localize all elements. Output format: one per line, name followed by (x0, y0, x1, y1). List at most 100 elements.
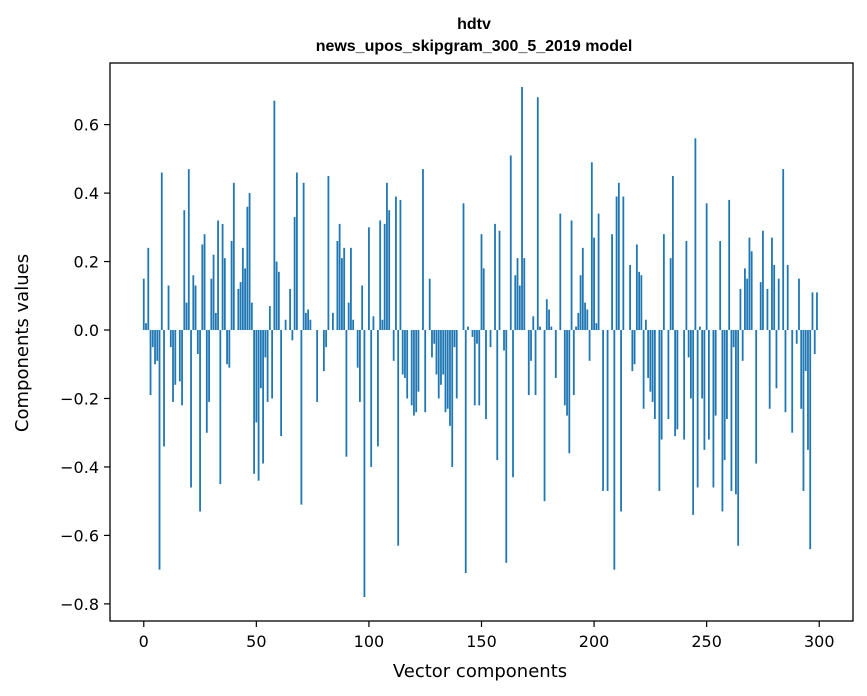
bar-176 (539, 326, 541, 331)
bar-204 (602, 330, 604, 491)
bar-137 (451, 330, 454, 467)
bar-261 (730, 330, 733, 491)
bar-33 (217, 220, 219, 331)
bar-241 (685, 241, 688, 331)
bar-39 (230, 241, 233, 331)
bar-104 (377, 330, 379, 447)
bar-42 (237, 288, 240, 331)
bar-27 (203, 234, 206, 331)
bar-89 (343, 247, 346, 331)
bar-117 (406, 330, 409, 399)
bar-132 (440, 330, 442, 385)
bar-221 (640, 275, 643, 331)
bar-8 (160, 172, 163, 331)
bar-202 (597, 213, 600, 331)
bar-108 (386, 182, 388, 331)
bar-44 (241, 247, 244, 331)
bar-292 (800, 330, 803, 409)
bar-181 (550, 326, 553, 331)
bar-175 (536, 97, 539, 331)
bar-111 (392, 330, 395, 361)
bar-43 (239, 282, 242, 331)
bar-114 (399, 199, 402, 331)
bar-14 (174, 330, 177, 385)
y-tick-label: −0.6 (60, 526, 99, 545)
bar-222 (642, 330, 645, 409)
bar-198 (588, 330, 591, 361)
bar-53 (262, 330, 264, 464)
bar-35 (221, 223, 224, 331)
bar-154 (489, 330, 492, 348)
bar-167 (518, 285, 521, 331)
bar-133 (442, 330, 445, 375)
bar-234 (669, 258, 672, 331)
bar-97 (361, 285, 364, 331)
x-tick-label: 150 (466, 632, 497, 651)
bar-248 (701, 330, 704, 399)
bar-226 (651, 330, 654, 402)
bar-13 (172, 330, 174, 402)
plot-frame (109, 62, 854, 622)
bar-50 (255, 330, 258, 423)
bar-98 (363, 330, 366, 598)
bar-45 (244, 268, 246, 331)
bar-208 (611, 234, 613, 331)
bar-275 (762, 230, 764, 331)
bar-5 (154, 330, 156, 365)
x-tick-label: 0 (139, 632, 149, 651)
bar-210 (615, 196, 618, 331)
bar-32 (214, 312, 217, 331)
bar-2 (147, 247, 150, 331)
y-tick-label: 0.4 (74, 184, 99, 203)
bar-282 (777, 278, 780, 331)
bar-268 (746, 278, 749, 331)
bar-40 (232, 182, 235, 331)
bar-23 (194, 285, 197, 331)
bar-171 (527, 330, 530, 396)
bar-9 (163, 330, 165, 447)
bar-259 (726, 330, 728, 420)
x-tick-label: 50 (246, 632, 266, 651)
x-tick-label: 100 (354, 632, 385, 651)
bar-161 (505, 330, 508, 563)
bar-12 (169, 330, 172, 348)
bar-244 (692, 330, 695, 515)
bar-192 (575, 326, 577, 331)
bar-96 (359, 330, 361, 402)
bar-233 (667, 330, 670, 420)
bar-288 (791, 330, 794, 433)
bar-49 (253, 330, 255, 474)
bar-67 (293, 217, 296, 331)
bar-178 (543, 330, 546, 502)
bar-217 (631, 330, 634, 372)
bar-143 (464, 330, 467, 574)
bar-158 (498, 230, 501, 331)
bar-6 (156, 330, 159, 361)
bar-227 (653, 330, 656, 420)
bar-236 (674, 330, 677, 437)
y-tick-label: −0.4 (60, 458, 99, 477)
bar-136 (449, 330, 451, 426)
bar-47 (248, 193, 251, 331)
bar-263 (735, 330, 737, 495)
bar-56 (268, 306, 271, 331)
bar-265 (739, 288, 742, 331)
bar-48 (250, 302, 253, 331)
bar-258 (723, 330, 726, 461)
bar-131 (437, 330, 440, 399)
bar-88 (341, 258, 343, 331)
x-tick-label: 200 (579, 632, 610, 651)
bar-246 (696, 330, 699, 488)
bar-38 (228, 330, 231, 368)
bar-291 (798, 278, 800, 331)
bar-260 (728, 199, 731, 331)
bar-213 (622, 196, 625, 331)
bar-36 (223, 258, 226, 331)
bar-279 (771, 237, 773, 331)
bar-151 (482, 268, 485, 331)
bar-60 (277, 271, 280, 331)
bar-102 (372, 316, 375, 331)
bar-281 (775, 330, 778, 389)
bar-95 (356, 330, 359, 368)
